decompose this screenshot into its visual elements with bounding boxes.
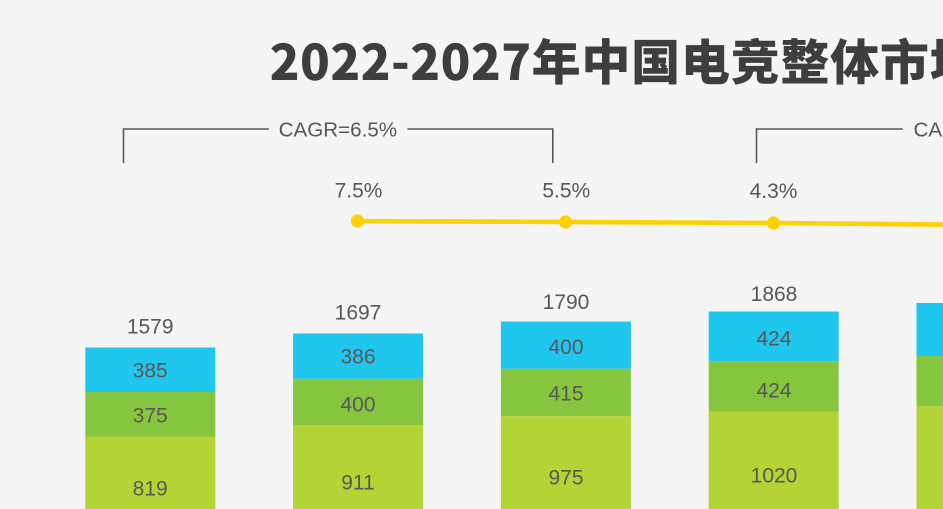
svg-text:424: 424 <box>756 328 791 351</box>
svg-text:415: 415 <box>548 383 583 406</box>
svg-text:400: 400 <box>340 394 375 417</box>
svg-text:1697: 1697 <box>335 301 382 324</box>
svg-text:1868: 1868 <box>751 283 798 306</box>
svg-text:CAGR=6.3%: CAGR=6.3% <box>914 118 943 141</box>
svg-text:1579: 1579 <box>127 315 174 338</box>
svg-text:1790: 1790 <box>543 291 590 314</box>
svg-text:5.5%: 5.5% <box>542 180 590 203</box>
svg-text:386: 386 <box>340 346 375 369</box>
svg-text:400: 400 <box>548 336 583 359</box>
svg-text:4.3%: 4.3% <box>750 180 798 203</box>
svg-text:CAGR=6.5%: CAGR=6.5% <box>279 118 397 141</box>
svg-text:424: 424 <box>756 380 791 403</box>
svg-text:975: 975 <box>548 467 583 490</box>
svg-text:385: 385 <box>133 360 168 383</box>
svg-text:911: 911 <box>341 472 374 495</box>
svg-text:1020: 1020 <box>751 465 798 488</box>
svg-text:7.5%: 7.5% <box>335 180 383 203</box>
svg-text:819: 819 <box>133 478 168 501</box>
svg-text:375: 375 <box>133 405 168 428</box>
